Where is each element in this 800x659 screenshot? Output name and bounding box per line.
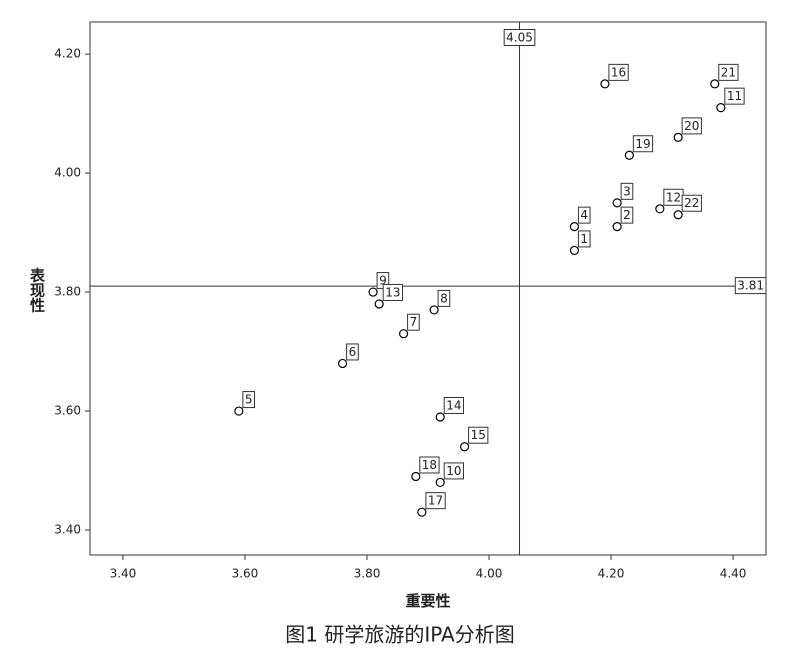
point-label: 7	[410, 315, 418, 329]
point-label-box	[242, 391, 256, 409]
point-label-box	[608, 63, 629, 81]
plot-frame	[89, 21, 767, 556]
point-label: 8	[440, 291, 448, 305]
point-label-box	[437, 289, 451, 307]
point-label-box	[577, 230, 591, 248]
y-axis-title: 表现性	[28, 267, 46, 314]
point-label-box	[419, 456, 440, 474]
point	[368, 287, 378, 297]
point-label: 18	[422, 458, 437, 472]
x-tick-label: 3.60	[232, 567, 259, 581]
point-label: 12	[666, 190, 681, 204]
point	[600, 79, 610, 89]
point-label: 4	[580, 208, 588, 222]
x-tick-label: 4.20	[598, 567, 625, 581]
x-tick-label: 4.00	[476, 567, 503, 581]
point-label-box	[425, 492, 446, 510]
y-tick-label: 3.60	[54, 404, 81, 418]
point	[655, 204, 665, 214]
point-label: 5	[245, 393, 253, 407]
point	[398, 329, 409, 339]
point-label: 9	[379, 274, 387, 288]
point-label: 10	[446, 464, 461, 478]
point-label-box	[407, 313, 420, 331]
x-tick-label: 3.40	[110, 567, 137, 581]
point-label-box	[620, 206, 634, 224]
point-label-box	[468, 426, 489, 444]
point-label-box	[681, 117, 702, 135]
point	[569, 245, 580, 256]
point	[673, 132, 683, 143]
point-label-box	[620, 182, 634, 200]
x-axis-title: 重要性	[405, 592, 450, 610]
y-reference-label: 3.81	[737, 279, 764, 293]
point	[624, 150, 634, 160]
point	[411, 471, 421, 482]
point-label-box	[577, 206, 591, 224]
point-label-box	[443, 462, 464, 480]
point	[460, 442, 470, 452]
point-label: 2	[623, 208, 631, 222]
y-tick-label: 3.80	[54, 285, 81, 299]
point-label: 14	[446, 398, 461, 412]
point	[612, 222, 622, 232]
point-label-box	[346, 343, 359, 361]
point-label-box	[681, 194, 702, 212]
y-tick-label: 4.00	[54, 166, 81, 180]
y-reference-label-box	[734, 277, 767, 295]
point-label: 19	[635, 137, 650, 151]
point	[417, 507, 427, 517]
point	[612, 198, 622, 208]
point-label: 3	[623, 184, 631, 198]
x-tick-label: 3.80	[354, 567, 381, 581]
point-label-box	[724, 87, 745, 105]
point	[429, 305, 439, 315]
point-label: 13	[385, 285, 400, 299]
y-tick-label: 3.40	[54, 523, 81, 537]
point-label: 20	[684, 119, 699, 133]
point-label: 11	[727, 89, 742, 103]
x-tick-label: 4.40	[720, 567, 747, 581]
point-label: 16	[611, 65, 626, 79]
point-label: 6	[349, 345, 357, 359]
point	[374, 299, 384, 309]
point	[435, 477, 445, 488]
point	[234, 406, 244, 416]
point	[337, 358, 348, 369]
point-label: 21	[721, 65, 736, 79]
point	[435, 412, 445, 422]
x-reference-label-box	[503, 29, 536, 46]
x-reference-label: 4.05	[506, 31, 533, 45]
point-label-box	[632, 135, 654, 153]
point-label: 15	[471, 428, 486, 442]
point-label: 17	[428, 494, 443, 508]
point-label-box	[382, 283, 403, 301]
caption: 图1 研学旅游的IPA分析图	[285, 623, 514, 647]
y-tick-label: 4.20	[54, 47, 81, 61]
point-label-box	[443, 396, 464, 414]
point-label: 1	[580, 232, 588, 246]
point	[710, 79, 720, 89]
point	[716, 103, 726, 113]
point	[673, 210, 683, 220]
point	[569, 222, 580, 232]
point-label: 22	[684, 196, 699, 210]
point-label-box	[718, 63, 739, 81]
